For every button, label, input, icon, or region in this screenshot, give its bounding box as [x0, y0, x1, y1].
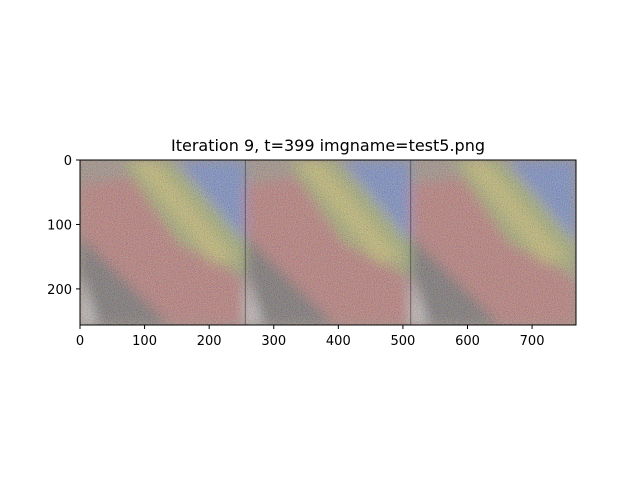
image-area — [80, 160, 576, 325]
x-tick-label: 500 — [391, 334, 416, 349]
y-axis: 0 100 200 — [47, 154, 80, 298]
y-tick-label: 200 — [47, 283, 72, 298]
y-tick-label: 100 — [47, 218, 72, 233]
x-tick-label: 700 — [520, 334, 545, 349]
y-tick-label: 0 — [64, 154, 72, 169]
x-tick-label: 0 — [76, 334, 84, 349]
axes-frame — [79, 159, 577, 326]
x-axis: 0 100 200 300 400 500 600 700 — [76, 325, 545, 349]
x-tick-label: 600 — [455, 334, 480, 349]
x-tick-label: 400 — [326, 334, 351, 349]
panel-separators — [244, 160, 412, 325]
x-tick-label: 100 — [132, 334, 157, 349]
x-tick-label: 300 — [261, 334, 286, 349]
chart-title: Iteration 9, t=399 imgname=test5.png — [171, 136, 485, 155]
x-tick-label: 200 — [197, 334, 222, 349]
